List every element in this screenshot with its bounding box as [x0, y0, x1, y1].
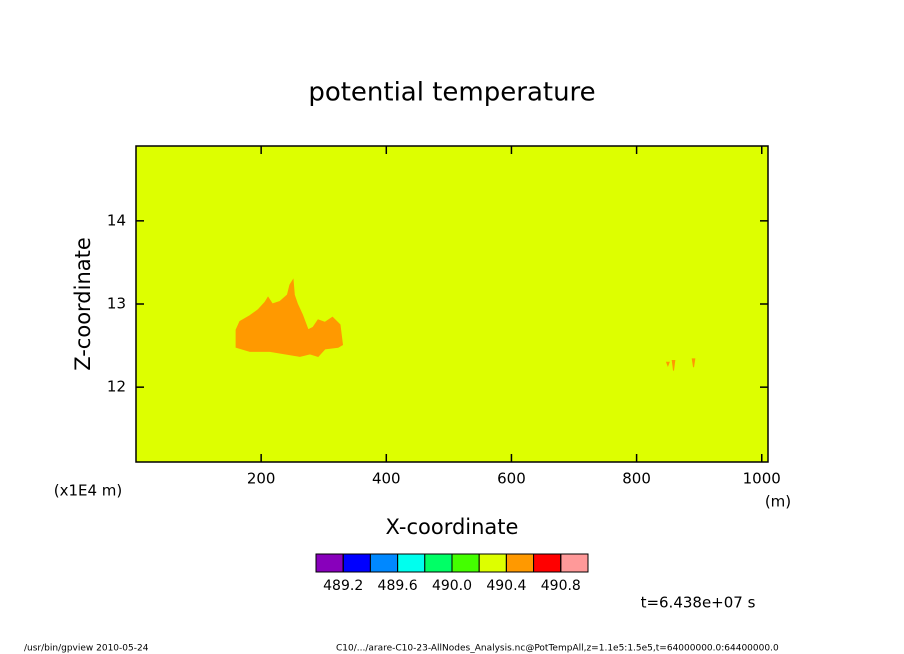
x-tick-label: 400 — [372, 470, 401, 488]
colorbar-tick-label: 490.8 — [541, 578, 581, 594]
footer-left: /usr/bin/gpview 2010-05-24 — [24, 644, 149, 654]
x-tick-label: 200 — [247, 470, 276, 488]
y-tick-label: 13 — [107, 295, 126, 313]
colorbar-swatch — [315, 553, 344, 573]
time-label: t=6.438e+07 s — [641, 594, 756, 612]
contour-region — [671, 360, 676, 371]
colorbar-swatch — [424, 553, 453, 573]
x-tick-label: 600 — [497, 470, 526, 488]
contour-region — [691, 358, 696, 368]
colorbar-swatch — [505, 553, 535, 573]
y-tick-label: 14 — [107, 211, 126, 229]
y-axis-label: Z-coordinate — [71, 237, 95, 371]
x-tick-label: 1000 — [743, 470, 781, 488]
contour-region — [665, 361, 670, 367]
x-unit: (m) — [765, 493, 791, 511]
colorbar-swatch — [478, 553, 507, 573]
colorbar-swatch — [533, 553, 562, 573]
x-tick-label: 800 — [622, 470, 651, 488]
field-background — [136, 146, 768, 462]
colorbar-swatch — [560, 553, 589, 573]
y-unit: (x1E4 m) — [54, 482, 123, 500]
chart-title: potential temperature — [308, 78, 595, 108]
colorbar-swatch — [451, 553, 480, 573]
x-axis-label: X-coordinate — [386, 515, 519, 539]
colorbar-tick-label: 490.0 — [432, 578, 472, 594]
colorbar-tick-label: 490.4 — [486, 578, 526, 594]
colorbar-tick-label: 489.6 — [378, 578, 418, 594]
colorbar-swatch — [369, 553, 399, 573]
footer-right: C10/.../arare-C10-23-AllNodes_Analysis.n… — [336, 644, 779, 654]
colorbar-swatch — [342, 553, 371, 573]
y-tick-label: 12 — [107, 378, 126, 396]
colorbar-tick-label: 489.2 — [323, 578, 363, 594]
contour-region — [235, 278, 344, 357]
colorbar-swatch — [397, 553, 426, 573]
